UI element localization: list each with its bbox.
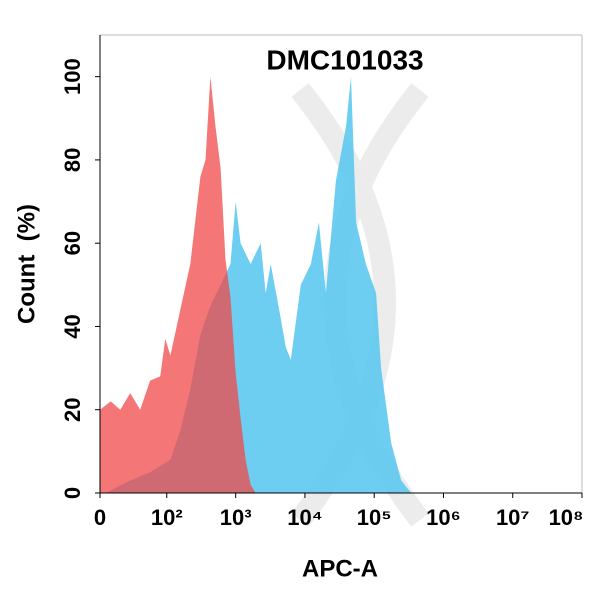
x-axis-label: APC-A — [302, 555, 378, 582]
y-tick-label: 100 — [60, 58, 85, 95]
x-tick-label: 10⁸ — [549, 505, 584, 530]
x-tick-label: 10⁴ — [287, 505, 322, 530]
x-tick-label: 10³ — [220, 505, 252, 530]
histogram-area — [105, 76, 412, 493]
y-tick-label: 60 — [60, 231, 85, 255]
x-tick-label: 10⁷ — [496, 505, 530, 530]
x-tick-label: 10⁵ — [357, 505, 392, 530]
y-tick-label: 80 — [60, 148, 85, 172]
y-tick-label: 40 — [60, 314, 85, 338]
x-tick-label: 10⁶ — [426, 505, 461, 530]
y-axis-label: Count (%) — [13, 204, 40, 324]
histogram-area — [100, 76, 256, 493]
y-tick-label: 20 — [60, 397, 85, 421]
y-tick-label: 0 — [60, 487, 85, 499]
x-tick-label: 10² — [151, 505, 183, 530]
x-tick-label: 0 — [94, 505, 106, 530]
chart-title: DMC101033 — [266, 44, 423, 75]
